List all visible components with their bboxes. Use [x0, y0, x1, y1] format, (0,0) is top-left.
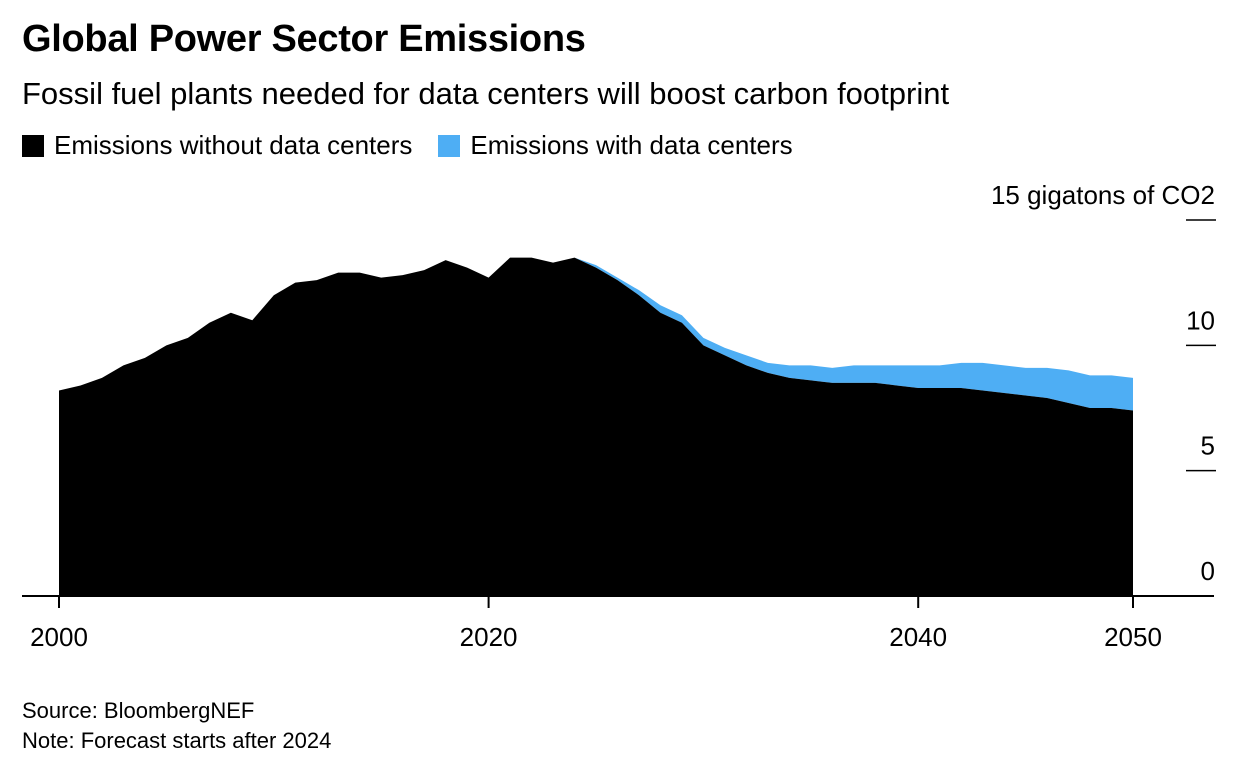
- chart-title: Global Power Sector Emissions: [22, 18, 586, 60]
- chart-subtitle: Fossil fuel plants needed for data cente…: [22, 76, 950, 111]
- area-with-data-centers: [574, 257, 1133, 411]
- x-tick-label-2020: 2020: [460, 622, 518, 652]
- y-tick-label-0: 0: [1201, 556, 1215, 586]
- legend: Emissions without data centers Emissions…: [22, 130, 819, 161]
- legend-swatch-with: [438, 134, 461, 157]
- x-tick-label-2050: 2050: [1104, 622, 1162, 652]
- legend-label-with: Emissions with data centers: [470, 130, 793, 160]
- y-axis-unit-label: 15 gigatons of CO2: [991, 180, 1215, 210]
- legend-item-without: Emissions without data centers: [22, 130, 412, 161]
- y-tick-label-10: 10: [1186, 305, 1215, 335]
- x-tick-label-2040: 2040: [889, 622, 947, 652]
- source-note: Source: BloombergNEF: [22, 698, 255, 723]
- y-tick-label-5: 5: [1201, 431, 1215, 461]
- forecast-note: Note: Forecast starts after 2024: [22, 728, 332, 753]
- legend-swatch-without: [22, 134, 44, 157]
- legend-label-without: Emissions without data centers: [54, 130, 413, 160]
- area-without-data-centers: [59, 257, 1133, 596]
- legend-item-with: Emissions with data centers: [438, 130, 793, 161]
- x-tick-label-2000: 2000: [30, 622, 88, 652]
